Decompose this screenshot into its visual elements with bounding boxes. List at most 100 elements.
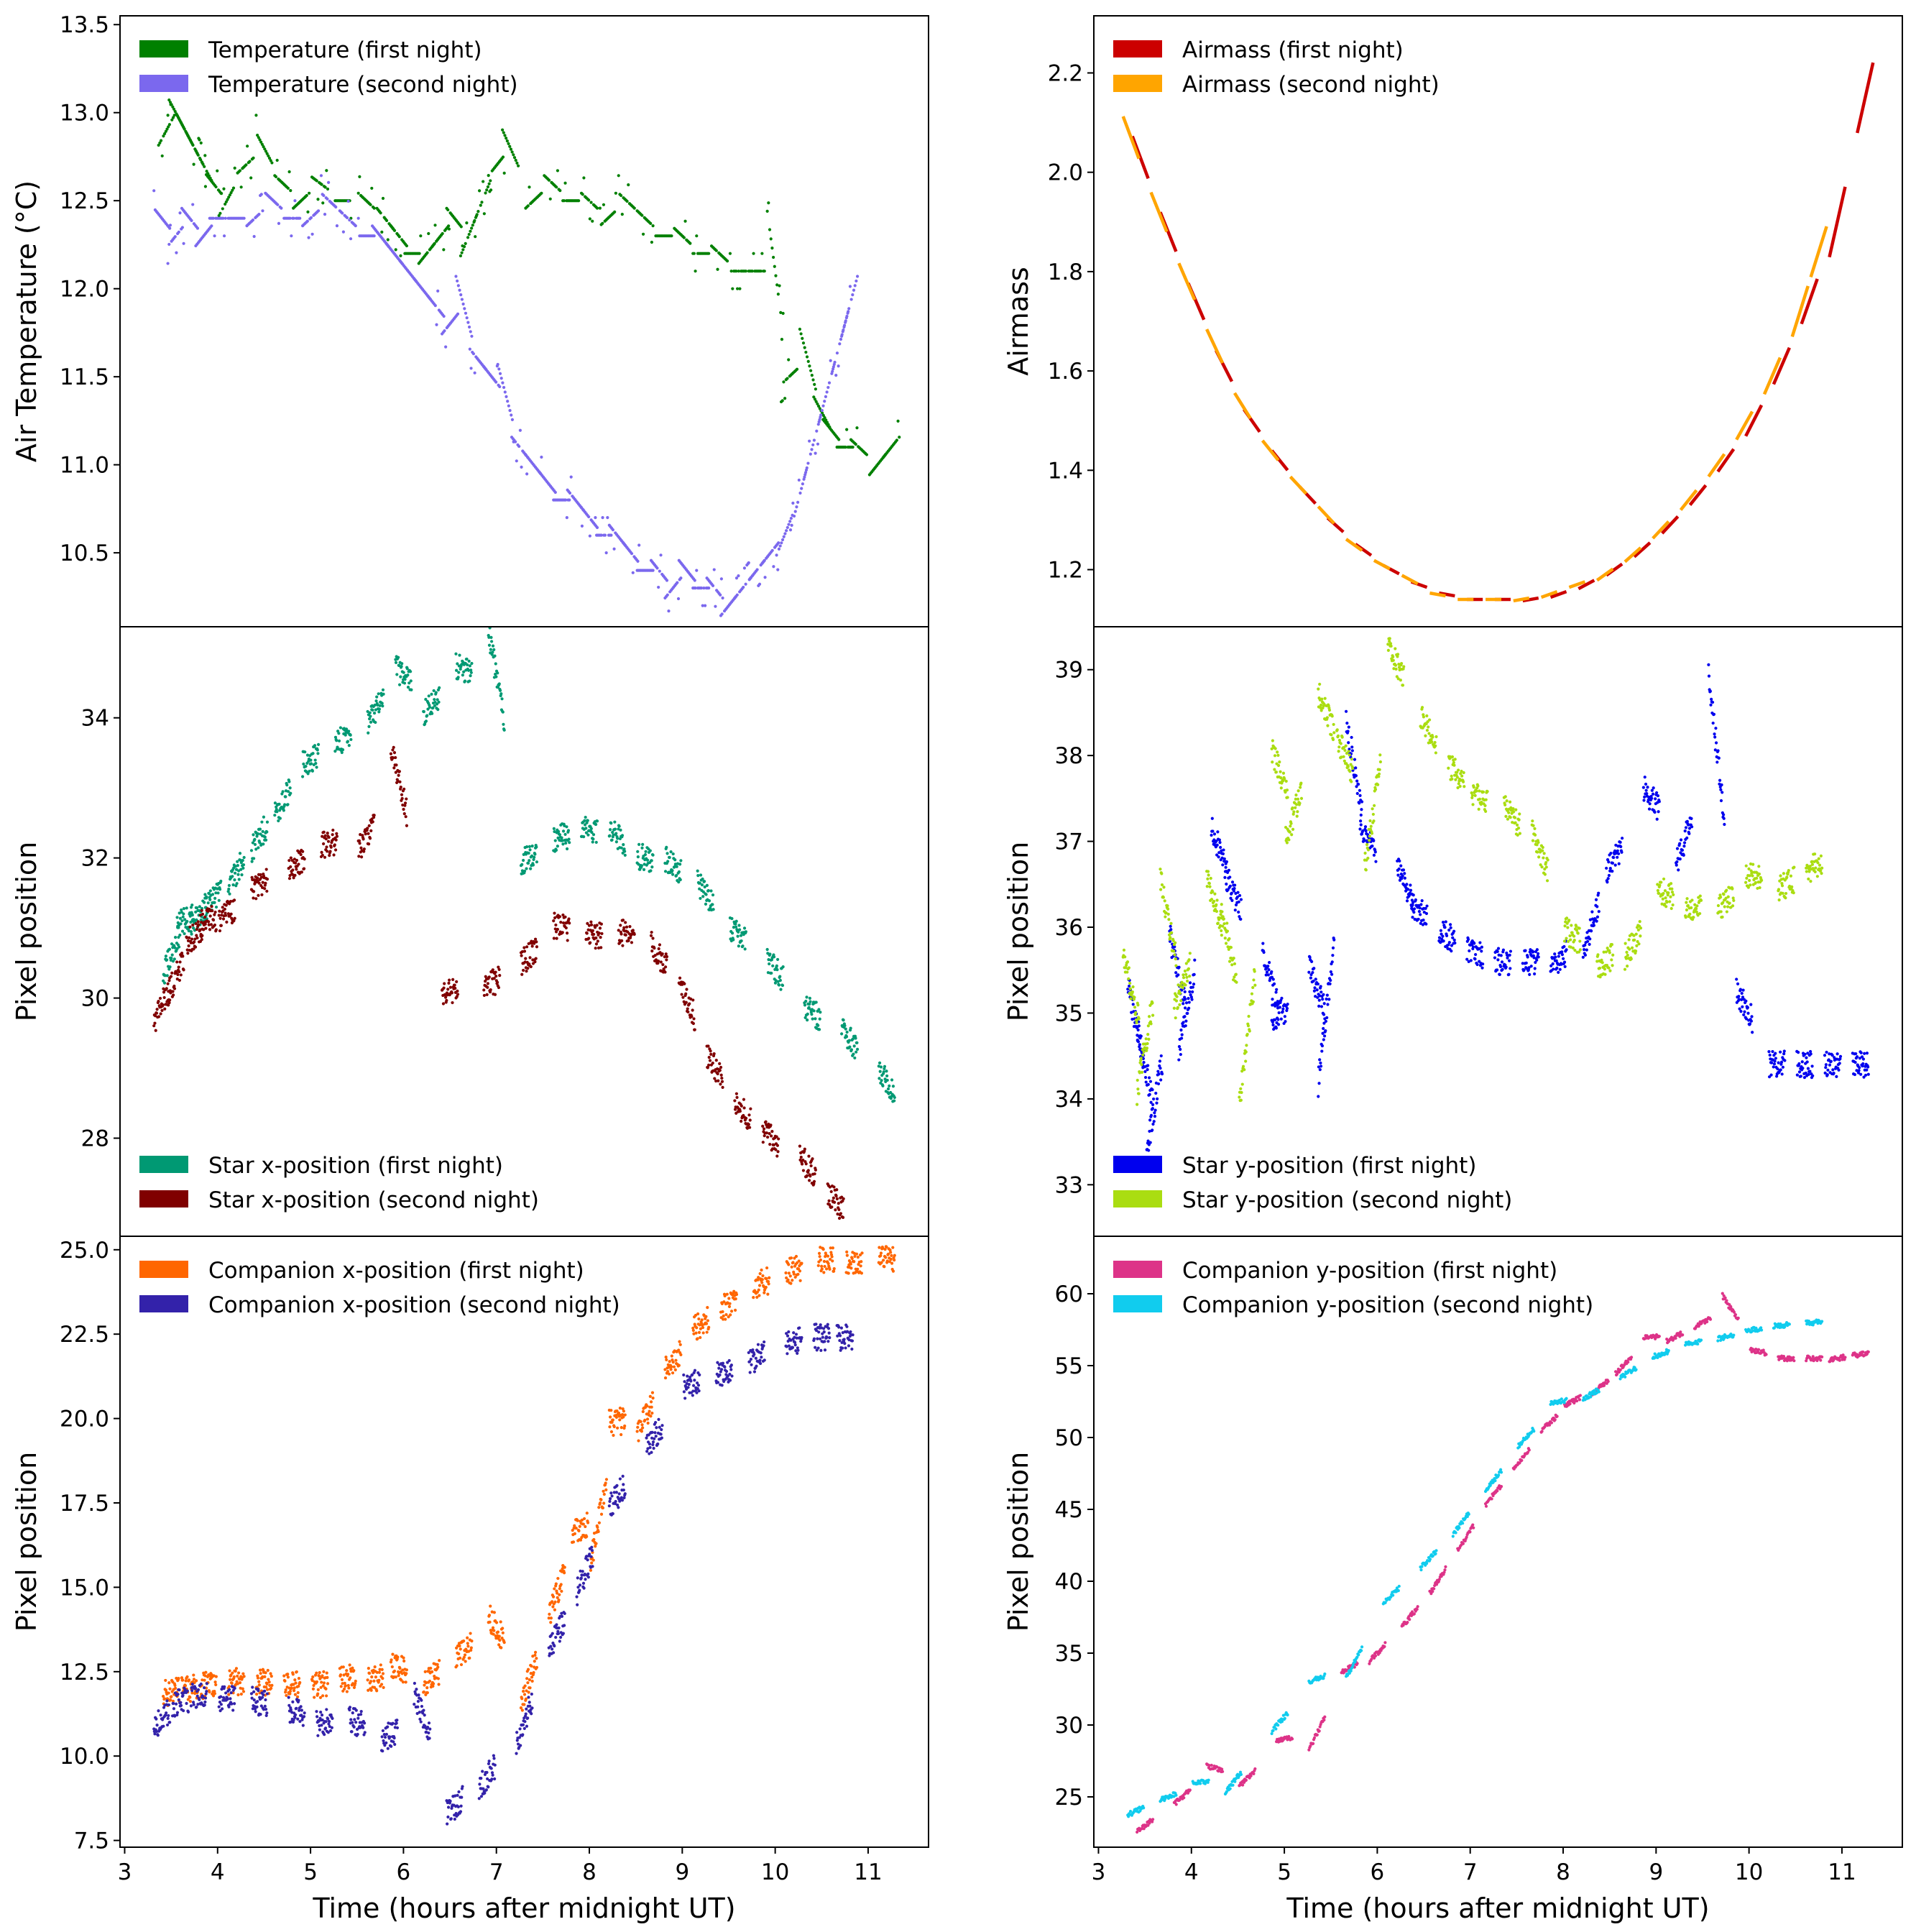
scatter-dot	[1836, 1052, 1839, 1056]
scatter-dot	[688, 242, 692, 245]
scatter-dot	[222, 234, 226, 238]
scatter-dot	[1296, 797, 1300, 801]
scatter-dot	[325, 169, 328, 172]
scatter-dot	[844, 321, 847, 324]
scatter-dot	[1721, 791, 1724, 794]
scatter-dot	[783, 532, 787, 535]
scatter-dot	[207, 920, 211, 924]
scatter-dot	[381, 704, 384, 708]
scatter-dot	[611, 830, 614, 834]
scatter-dot	[707, 252, 711, 255]
scatter-dot	[1643, 776, 1646, 779]
scatter-dot	[665, 954, 669, 959]
scatter-dot	[618, 837, 622, 841]
scatter-dot	[189, 930, 193, 934]
scatter-dot	[489, 179, 492, 183]
scatter-dot	[397, 683, 402, 686]
scatter-dot	[443, 995, 448, 999]
scatter-dot	[1147, 1149, 1151, 1152]
scatter-dot	[1779, 1068, 1782, 1072]
scatter-dot	[637, 862, 640, 866]
scatter-dot	[1481, 962, 1485, 966]
scatter-dot	[1419, 921, 1422, 925]
scatter-dot	[798, 1158, 802, 1162]
scatter-dot	[359, 855, 364, 859]
scatter-dot	[586, 921, 589, 925]
scatter-dot	[1217, 838, 1221, 842]
scatter-dot	[1853, 1060, 1857, 1064]
scatter-dot	[584, 827, 588, 830]
scatter-dot	[587, 515, 591, 519]
scatter-dot	[1346, 765, 1350, 768]
scatter-dot	[1560, 950, 1564, 954]
scatter-dot	[457, 671, 461, 674]
scatter-dot	[1233, 883, 1237, 887]
scatter-dot	[591, 840, 594, 844]
scatter-dot	[1773, 1059, 1777, 1063]
scatter-dot	[594, 947, 597, 950]
airmass-segment	[1540, 590, 1558, 599]
scatter-dot	[813, 1172, 816, 1176]
scatter-dot	[1184, 1019, 1188, 1023]
scatter-dot	[561, 931, 564, 934]
scatter-dot	[487, 173, 490, 178]
scatter-dot	[694, 586, 697, 590]
scatter-dot	[663, 970, 667, 974]
scatter-dot	[1239, 1087, 1243, 1090]
scatter-dot	[494, 662, 497, 666]
scatter-dot	[286, 803, 290, 806]
scatter-dot	[853, 1056, 857, 1060]
scatter-dot	[776, 568, 780, 571]
scatter-dot	[381, 196, 385, 201]
scatter-dot	[1687, 827, 1692, 830]
scatter-dot	[842, 1018, 845, 1022]
scatter-dot	[254, 847, 258, 851]
scatter-dot	[1478, 960, 1481, 963]
scatter-dot	[282, 809, 285, 812]
scatter-dot	[1222, 857, 1226, 861]
scatter-dot	[459, 667, 462, 671]
scatter-dot	[1312, 979, 1315, 983]
scatter-dot	[372, 712, 377, 715]
scatter-dot	[586, 833, 590, 837]
scatter-dot	[480, 201, 484, 204]
scatter-dot	[455, 995, 459, 998]
scatter-dot	[1496, 949, 1499, 953]
scatter-dot	[1251, 1000, 1255, 1003]
scatter-dot	[1318, 1068, 1322, 1072]
data-point	[1136, 1016, 1155, 1111]
scatter-dot	[534, 957, 538, 960]
scatter-dot	[829, 359, 832, 362]
scatter-dot	[1289, 822, 1293, 825]
scatter-dot	[424, 719, 428, 723]
scatter-dot	[790, 523, 793, 527]
scatter-dot	[1127, 984, 1131, 988]
scatter-dot	[535, 940, 538, 944]
scatter-dot	[200, 160, 203, 164]
scatter-dot	[1184, 1024, 1187, 1028]
airmass-segment	[1438, 591, 1455, 598]
scatter-dot	[454, 652, 458, 656]
scatter-dot	[528, 859, 531, 862]
scatter-dot	[1285, 1006, 1289, 1011]
scatter-dot	[826, 385, 830, 390]
scatter-dot	[665, 852, 669, 855]
scatter-dot	[1394, 663, 1398, 667]
scatter-dot	[609, 822, 613, 825]
scatter-dot	[371, 820, 374, 824]
scatter-dot	[1740, 991, 1744, 995]
scatter-dot	[1168, 939, 1172, 943]
scatter-dot	[561, 829, 566, 833]
scatter-dot	[356, 216, 360, 220]
scatter-dot	[494, 672, 497, 676]
scatter-dot	[1368, 819, 1372, 823]
scatter-dot	[257, 212, 261, 216]
scatter-dot	[1865, 1052, 1869, 1055]
scatter-dot	[775, 957, 780, 962]
scatter-dot	[732, 926, 736, 929]
scatter-dot	[835, 351, 839, 355]
series-temperature-1	[157, 98, 901, 477]
scatter-dot	[661, 962, 665, 967]
data-point	[1210, 816, 1229, 886]
scatter-dot	[1507, 972, 1511, 976]
